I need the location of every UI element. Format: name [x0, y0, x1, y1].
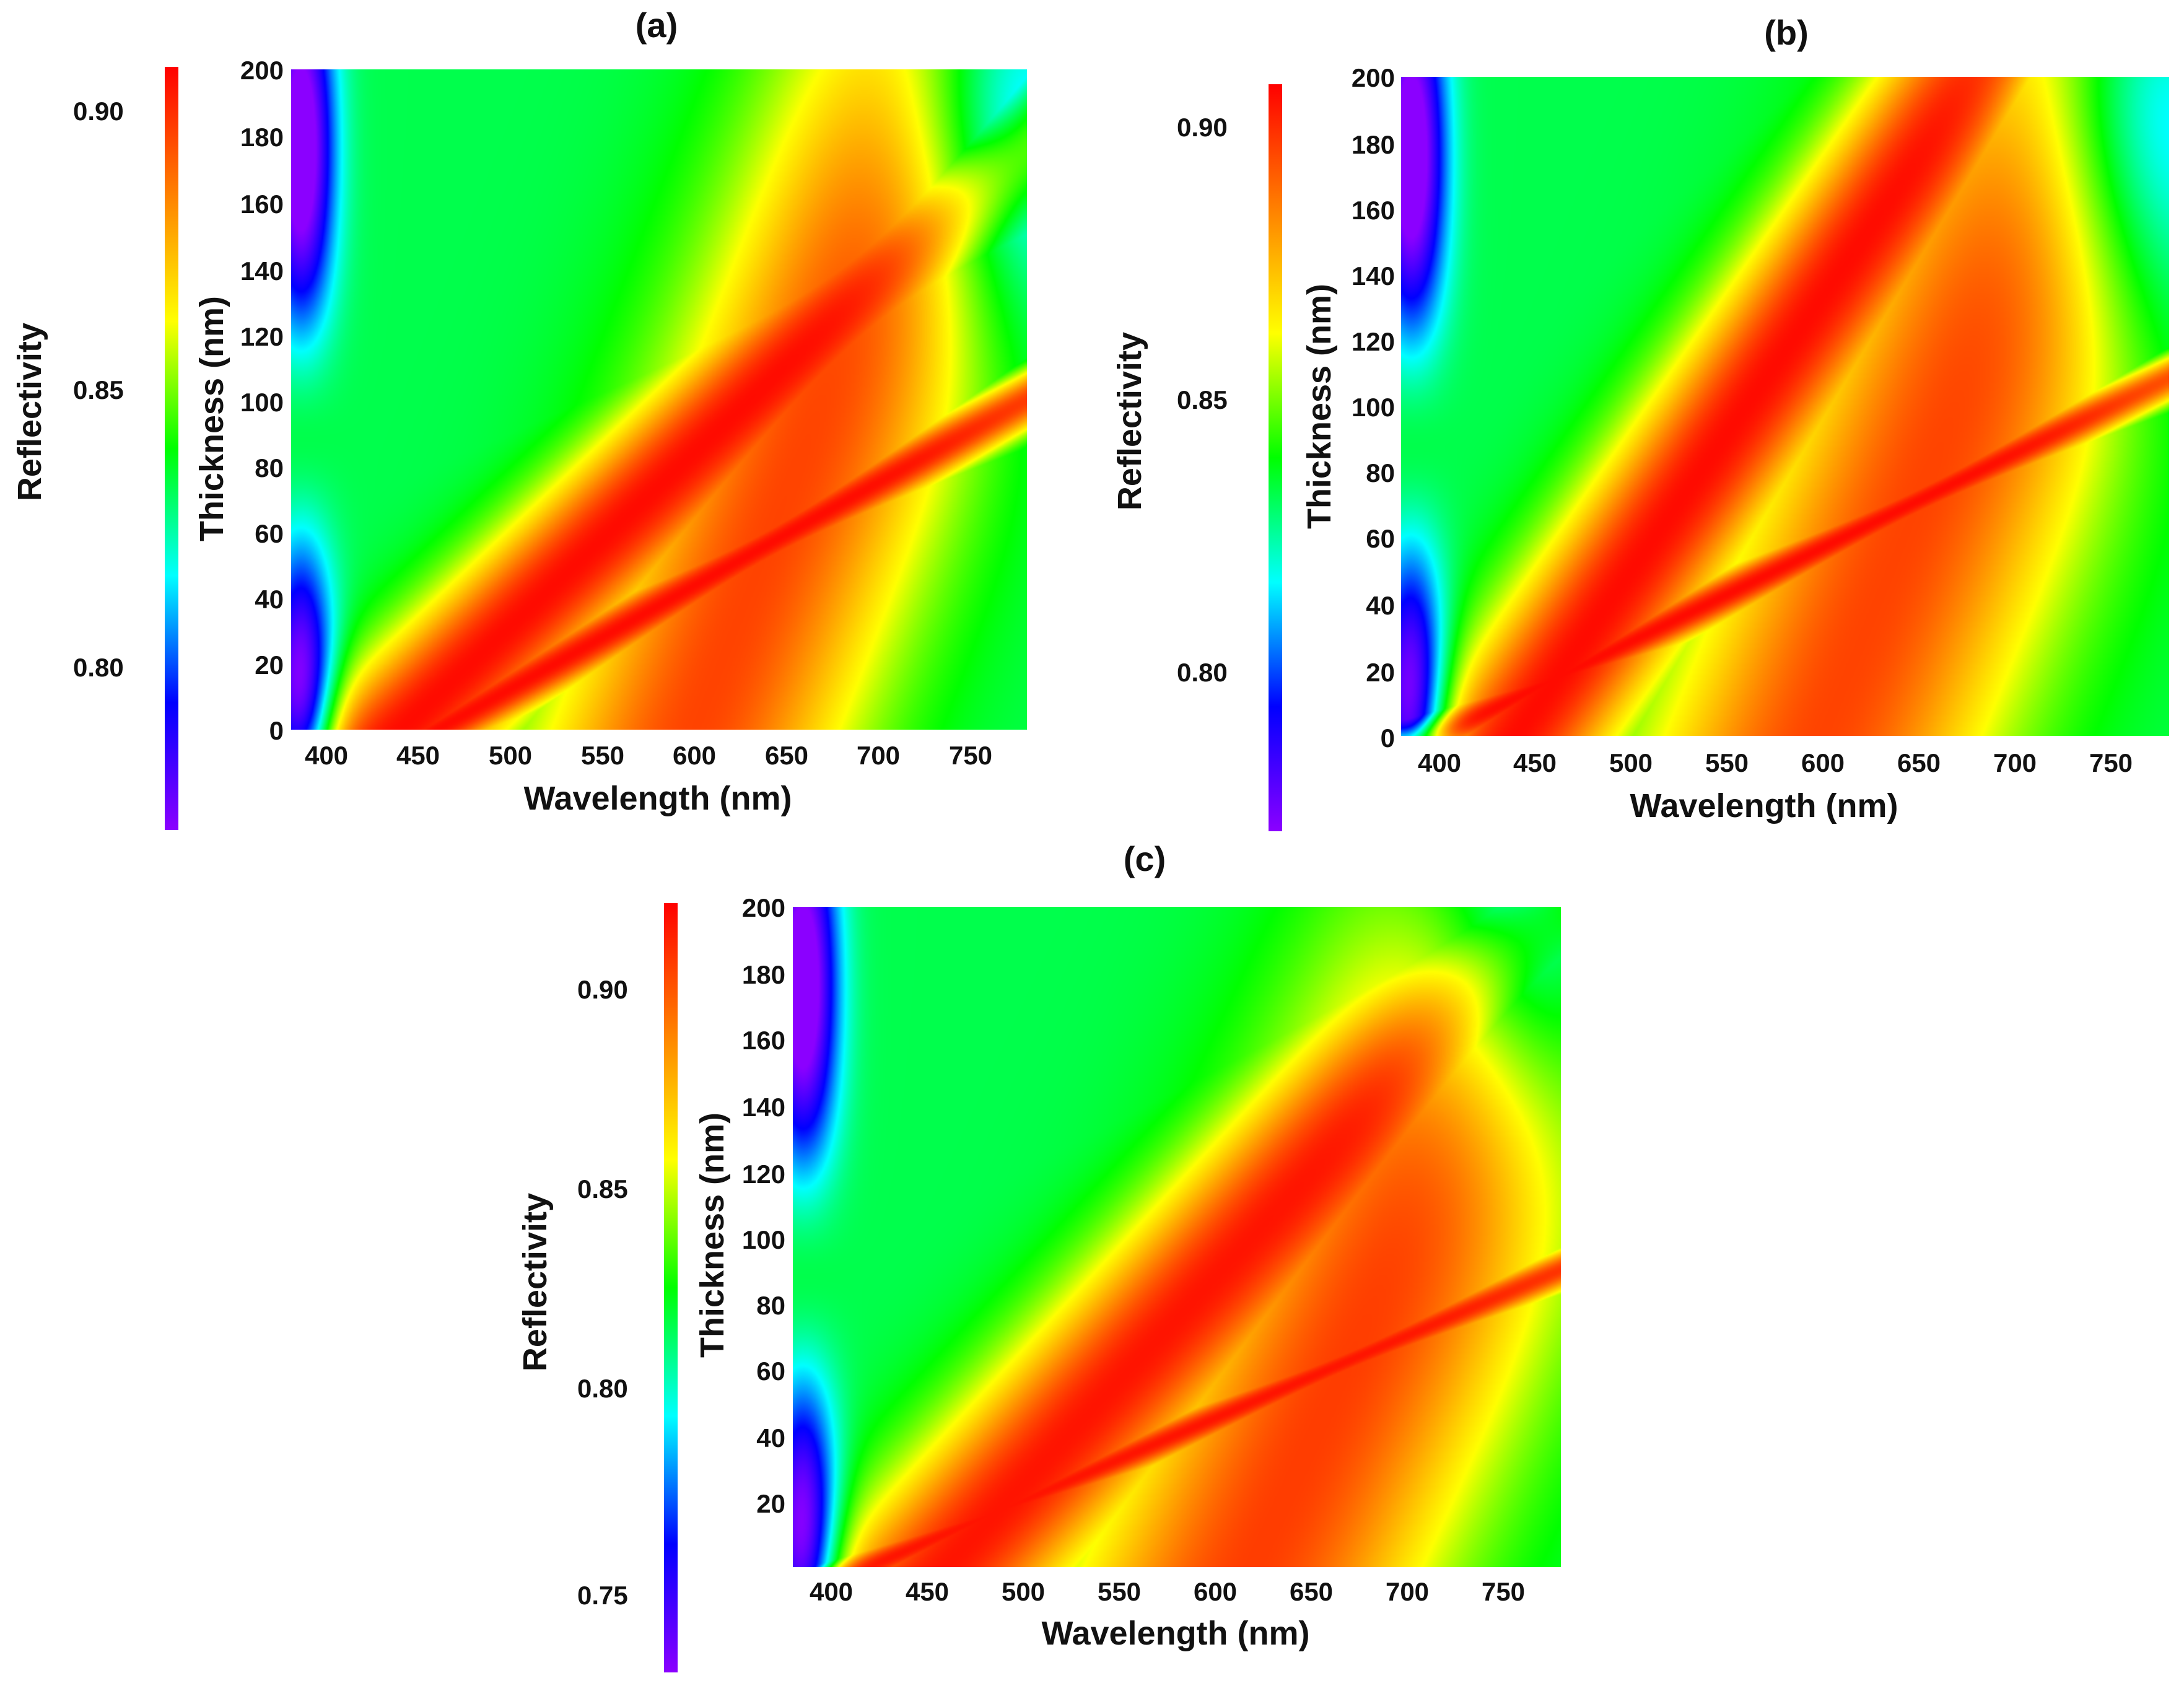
- colorbar-tick: 0.85: [1177, 385, 1228, 414]
- panel-label-b: (b): [1764, 13, 1809, 52]
- x-axis-label-a: Wavelength (nm): [523, 780, 792, 817]
- y-tick: 60: [756, 1357, 785, 1386]
- x-tick: 400: [304, 741, 349, 770]
- x-axis-label-c: Wavelength (nm): [1041, 1615, 1310, 1652]
- colorbar-label-c: Reflectivity: [517, 1192, 554, 1372]
- y-tick: 80: [756, 1291, 785, 1320]
- y-tick: 140: [240, 256, 284, 286]
- colorbar-label-a: Reflectivity: [11, 322, 48, 502]
- y-tick: 160: [1351, 196, 1395, 225]
- x-tick: 550: [1705, 748, 1749, 777]
- heatmap-canvas-b: [1401, 77, 2169, 736]
- y-tick: 40: [756, 1423, 785, 1453]
- x-tick: 550: [580, 741, 625, 770]
- y-tick: 20: [756, 1489, 785, 1518]
- colorbar-a: [165, 67, 178, 830]
- heatmap-canvas-c: [793, 907, 1561, 1567]
- y-tick: 200: [741, 893, 785, 922]
- x-tick: 750: [2089, 748, 2133, 777]
- x-tick: 500: [1001, 1577, 1046, 1606]
- x-tick: 600: [1801, 748, 1845, 777]
- y-tick: 120: [741, 1160, 785, 1189]
- colorbar-b: [1269, 84, 1282, 831]
- x-tick: 450: [905, 1577, 950, 1606]
- y-tick: 180: [240, 123, 284, 152]
- colorbar-tick: 0.90: [577, 975, 628, 1004]
- colorbar-tick: 0.80: [577, 1374, 628, 1403]
- colorbar-tick: 0.90: [73, 97, 124, 126]
- heatmap-canvas-a: [291, 69, 1027, 730]
- colorbar-tick: 0.90: [1177, 113, 1228, 142]
- y-tick: 80: [1366, 458, 1395, 487]
- y-tick: 140: [1351, 261, 1395, 291]
- x-tick: 400: [809, 1577, 854, 1606]
- y-tick: 20: [1366, 658, 1395, 687]
- x-tick: 500: [1609, 748, 1653, 777]
- y-tick: 120: [240, 322, 284, 351]
- heatmap-a: [291, 69, 1027, 730]
- y-tick: 40: [255, 585, 284, 614]
- x-tick: 650: [1897, 748, 1941, 777]
- x-tick: 750: [948, 741, 993, 770]
- panel-label-a: (a): [635, 6, 678, 45]
- y-tick: 0: [269, 716, 284, 745]
- x-tick: 650: [764, 741, 809, 770]
- y-tick: 140: [741, 1093, 785, 1122]
- y-tick: 20: [255, 650, 284, 679]
- x-tick: 700: [856, 741, 901, 770]
- x-tick: 450: [1513, 748, 1557, 777]
- colorbar-label-b: Reflectivity: [1111, 331, 1148, 511]
- x-axis-label-b: Wavelength (nm): [1630, 787, 1898, 824]
- heatmap-b: [1401, 77, 2169, 736]
- colorbar-tick: 0.85: [577, 1174, 628, 1204]
- y-tick: 180: [1351, 130, 1395, 159]
- y-tick: 160: [741, 1026, 785, 1055]
- colorbar-tick: 0.85: [73, 375, 124, 404]
- y-tick: 60: [1366, 524, 1395, 553]
- y-tick: 100: [240, 388, 284, 417]
- y-tick: 40: [1366, 591, 1395, 620]
- x-tick: 400: [1417, 748, 1462, 777]
- panel-label-c: (c): [1123, 839, 1166, 878]
- y-tick: 180: [741, 960, 785, 989]
- y-tick: 100: [741, 1225, 785, 1254]
- y-tick: 120: [1351, 327, 1395, 356]
- colorbar-tick: 0.75: [577, 1581, 628, 1610]
- y-tick: 0: [1380, 723, 1395, 753]
- x-tick: 650: [1289, 1577, 1334, 1606]
- x-tick: 450: [396, 741, 440, 770]
- x-tick: 600: [1193, 1577, 1238, 1606]
- x-tick: 500: [488, 741, 533, 770]
- x-tick: 750: [1481, 1577, 1526, 1606]
- y-tick: 60: [255, 519, 284, 548]
- colorbar-c: [664, 903, 678, 1672]
- colorbar-tick: 0.80: [73, 653, 124, 682]
- y-tick: 80: [255, 453, 284, 483]
- y-tick: 200: [1351, 63, 1395, 92]
- x-tick: 700: [1385, 1577, 1430, 1606]
- y-tick: 160: [240, 190, 284, 219]
- x-tick: 550: [1097, 1577, 1142, 1606]
- heatmap-c: [793, 907, 1561, 1567]
- y-tick: 200: [240, 56, 284, 85]
- colorbar-tick: 0.80: [1177, 658, 1228, 687]
- y-tick: 100: [1351, 393, 1395, 422]
- x-tick: 700: [1993, 748, 2037, 777]
- x-tick: 600: [672, 741, 717, 770]
